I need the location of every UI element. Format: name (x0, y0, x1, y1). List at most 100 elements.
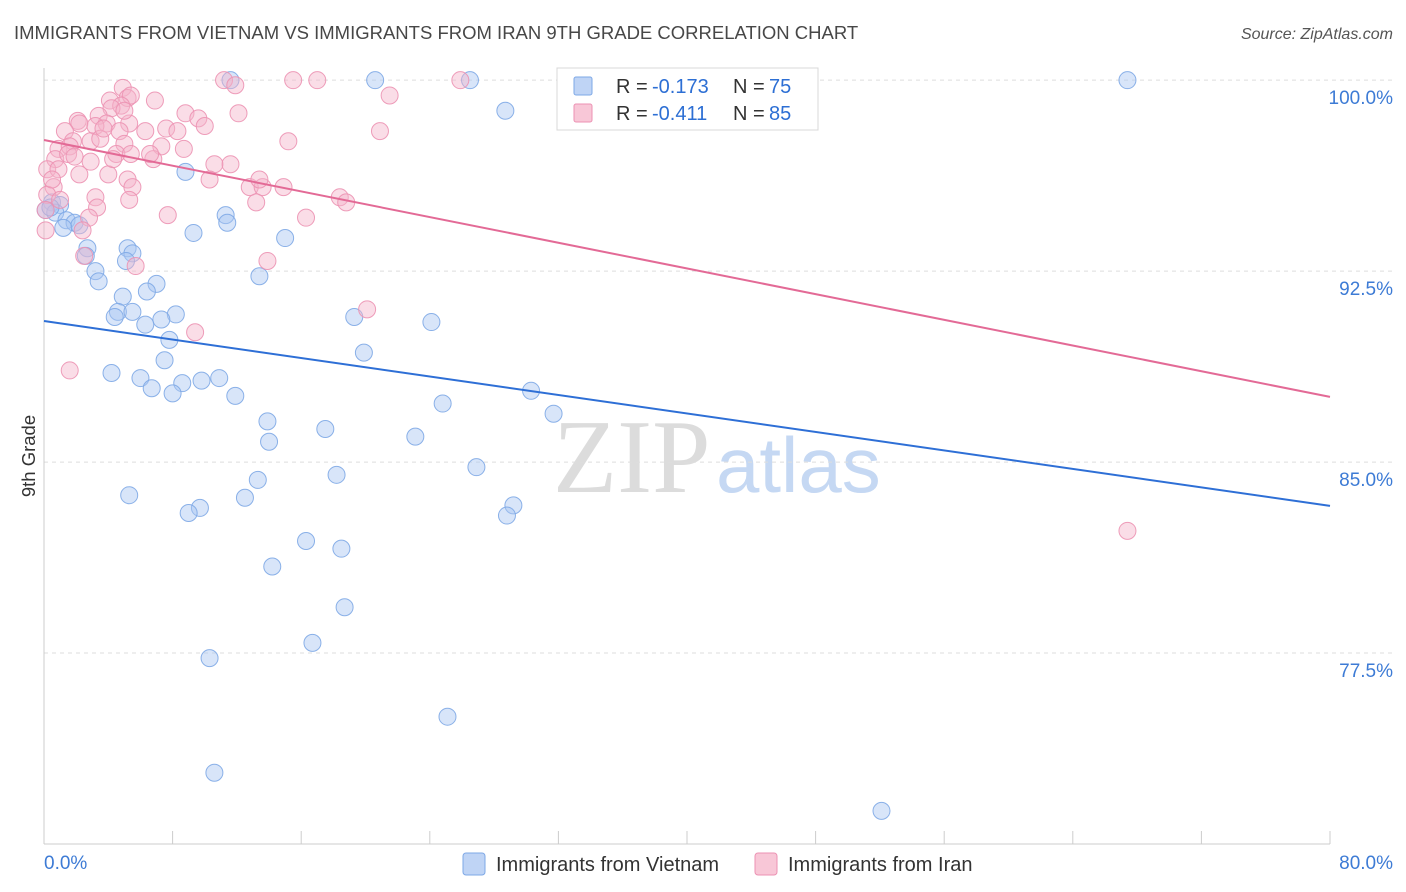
iran-point (36, 221, 55, 240)
iran-point (157, 119, 176, 138)
vietnam-point (216, 206, 235, 225)
vietnam-point (70, 216, 89, 235)
iran-point (370, 122, 389, 141)
watermark: ZIP atlas (553, 398, 881, 515)
vietnam-point (250, 267, 269, 286)
vietnam-point (235, 488, 254, 507)
vietnam-point (54, 218, 73, 237)
vietnam-point (210, 369, 229, 388)
legend-r-value-iran: -0.411 (652, 103, 707, 125)
vietnam-point (102, 363, 121, 382)
legend-swatch-vietnam (573, 76, 593, 96)
iran-point (136, 122, 155, 141)
iran-point (358, 300, 377, 319)
vietnam-point (147, 274, 166, 293)
iran-point (174, 139, 193, 158)
iran-point (247, 193, 266, 212)
vietnam-point (327, 465, 346, 484)
vietnam-point (406, 427, 425, 446)
iran-point (65, 147, 84, 166)
iran-point (43, 170, 62, 189)
vietnam-point (176, 162, 195, 181)
iran-point (186, 323, 205, 342)
vietnam-point (544, 404, 563, 423)
iran-point (126, 257, 145, 276)
axes (43, 68, 1331, 845)
iran-point (297, 208, 316, 227)
iran-point (229, 104, 248, 123)
vietnam-point (218, 213, 237, 232)
iran-point (141, 145, 160, 164)
iran-point (70, 114, 89, 133)
vietnam-point (433, 394, 452, 413)
legend-n-label: N = (733, 76, 765, 98)
iran-point (60, 361, 79, 380)
vietnam-point (136, 315, 155, 334)
vietnam-point (123, 302, 142, 321)
stats-legend-box (556, 67, 819, 131)
iran-point (279, 132, 298, 151)
iran-point (81, 152, 100, 171)
vietnam-point (179, 504, 198, 523)
vietnam-point (166, 305, 185, 324)
vietnam-point (131, 369, 150, 388)
vietnam-point (460, 71, 479, 90)
legend-n-value-iran: 85 (769, 103, 791, 125)
vietnam-point (332, 539, 351, 558)
iran-trend-line (43, 139, 1331, 398)
vietnam-point (258, 412, 277, 431)
vietnam-point (1118, 71, 1137, 90)
vietnam-point (137, 282, 156, 301)
iran-point (115, 101, 134, 120)
iran-point (200, 170, 219, 189)
x-tick-label-min: 0.0% (44, 853, 87, 874)
series-legend: Immigrants from Vietnam Immigrants from … (462, 852, 972, 876)
iran-point (205, 155, 224, 174)
iran-point (380, 86, 399, 105)
iran-point (258, 251, 277, 270)
vietnam-point (152, 310, 171, 329)
scatter-points (36, 71, 1137, 820)
gridlines (44, 79, 1393, 654)
iran-point (168, 122, 187, 141)
vietnam-point (496, 101, 515, 120)
vietnam-point (422, 313, 441, 332)
vietnam-point (221, 71, 240, 90)
iran-point (215, 71, 234, 90)
vietnam-point (108, 302, 127, 321)
series-legend-label-iran: Immigrants from Iran (788, 854, 972, 876)
iran-point (145, 91, 164, 110)
vietnam-point (276, 229, 295, 248)
vietnam-point (497, 506, 516, 525)
iran-point (70, 165, 89, 184)
vietnam-point (113, 287, 132, 306)
watermark-zip: ZIP (553, 398, 711, 515)
series-legend-swatch-vietnam (462, 852, 486, 876)
legend-n-value-vietnam: 75 (769, 76, 791, 98)
vietnam-point (504, 496, 523, 515)
y-tick-label: 100.0% (1329, 88, 1394, 109)
iran-point (221, 155, 240, 174)
vietnam-point (192, 371, 211, 390)
y-axis-tick-labels: 100.0% 92.5% 85.0% 77.5% (1329, 88, 1394, 682)
iran-point (451, 71, 470, 90)
vietnam-point (116, 251, 135, 270)
trend-lines (43, 139, 1331, 507)
y-tick-label: 92.5% (1339, 279, 1393, 300)
vietnam-point (316, 419, 335, 438)
vietnam-trend-line (43, 320, 1331, 507)
iran-point (99, 165, 118, 184)
vietnam-point (297, 532, 316, 551)
iran-point (226, 76, 245, 95)
vietnam-point (354, 343, 373, 362)
series-legend-swatch-iran (754, 852, 778, 876)
legend-r-label: R = (616, 103, 648, 125)
vietnam-point (303, 633, 322, 652)
iran-point (308, 71, 327, 90)
vietnam-point (205, 763, 224, 782)
iran-point (120, 190, 139, 209)
vietnam-point (155, 351, 174, 370)
iran-point (250, 170, 269, 189)
series-legend-label-vietnam: Immigrants from Vietnam (496, 854, 719, 876)
iran-point (91, 129, 110, 148)
